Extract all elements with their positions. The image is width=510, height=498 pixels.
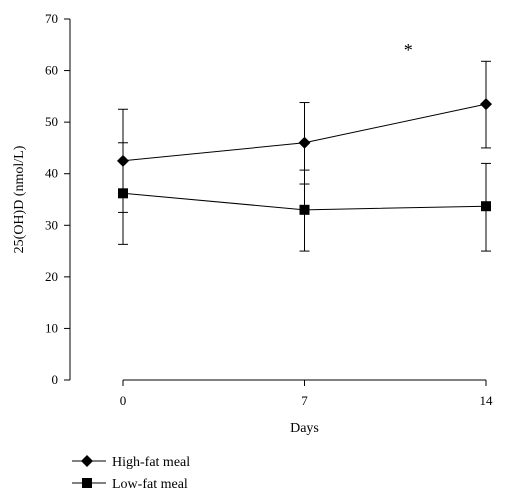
legend-item: Low-fat meal bbox=[72, 477, 188, 492]
series-layer bbox=[117, 60, 492, 252]
y-tick-label: 60 bbox=[45, 63, 58, 78]
legend-label: High-fat meal bbox=[112, 455, 190, 470]
y-tick-label: 0 bbox=[52, 372, 59, 387]
data-point bbox=[299, 204, 310, 215]
y-axis-title: 25(OH)D (nmol/L) bbox=[12, 145, 27, 253]
x-tick-label: 7 bbox=[301, 393, 308, 408]
legend-label: Low-fat meal bbox=[112, 477, 188, 492]
x-axis-title: Days bbox=[290, 421, 319, 436]
data-point bbox=[481, 201, 491, 212]
data-point bbox=[298, 136, 311, 149]
x-tick-label: 14 bbox=[480, 393, 494, 408]
y-tick-label: 20 bbox=[45, 269, 58, 284]
data-point bbox=[118, 188, 128, 199]
y-axis: 0 10 20 30 40 50 60 70 bbox=[45, 11, 71, 387]
series-low-fat-meal bbox=[118, 142, 491, 252]
y-tick-label: 50 bbox=[45, 114, 58, 129]
significance-marker: * bbox=[404, 40, 413, 60]
data-point bbox=[480, 98, 492, 111]
y-tick-label: 30 bbox=[45, 217, 58, 232]
legend: High-fat meal Low-fat meal bbox=[72, 455, 190, 492]
y-tick-label: 40 bbox=[45, 166, 58, 181]
y-tick-label: 10 bbox=[45, 320, 58, 335]
legend-marker bbox=[82, 478, 92, 488]
x-tick-label: 0 bbox=[120, 393, 127, 408]
legend-item: High-fat meal bbox=[72, 455, 190, 470]
x-axis: 0 7 14 bbox=[120, 379, 494, 408]
legend-marker bbox=[81, 455, 93, 467]
y-tick-label: 70 bbox=[45, 11, 58, 26]
annotations: * bbox=[404, 40, 413, 60]
